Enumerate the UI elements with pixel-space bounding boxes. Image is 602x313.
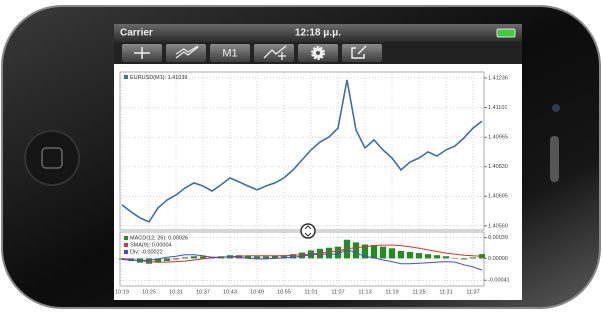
- home-button[interactable]: [25, 131, 79, 185]
- macd-bar: [398, 251, 404, 258]
- battery: [497, 29, 515, 37]
- legend-swatch: [124, 250, 128, 254]
- legend-label: Div: -0.00022: [130, 249, 163, 255]
- macd-bar: [191, 256, 197, 258]
- settings-icon-hole: [316, 51, 320, 55]
- x-tick-label: 10:55: [277, 289, 291, 295]
- objects-button[interactable]: [254, 44, 294, 62]
- price-panel: [120, 72, 484, 230]
- legend-swatch: [124, 236, 128, 240]
- macd-bar: [470, 257, 476, 258]
- legend-swatch: [124, 243, 128, 247]
- x-tick-label: 11:25: [412, 289, 425, 295]
- x-tick-label: 11:07: [331, 289, 344, 295]
- macd-bar: [452, 258, 458, 259]
- macd-bar: [434, 255, 440, 258]
- legend-swatch: [124, 75, 128, 79]
- x-tick-label: 11:13: [358, 289, 371, 295]
- macd-bar: [182, 257, 188, 258]
- macd-bar: [389, 248, 395, 258]
- legend-label: SMA(9): 0.00004: [130, 242, 172, 248]
- macd-bar: [173, 258, 179, 259]
- order-button[interactable]: [342, 44, 382, 62]
- x-tick-label: 10:31: [169, 289, 183, 295]
- x-tick-label: 10:37: [196, 289, 210, 295]
- x-tick-label: 11:31: [439, 289, 452, 295]
- chart-title: EURUSD(M1): 1.41039: [130, 75, 187, 81]
- y-tick-label: 1.40695: [488, 194, 508, 200]
- x-tick-label: 11:01: [304, 289, 317, 295]
- macd-bar: [254, 256, 260, 258]
- carrier: Carrier: [120, 28, 153, 39]
- y-tick-label: 1.41101: [488, 105, 507, 111]
- macd-bar: [380, 247, 386, 259]
- x-tick-label: 11:19: [385, 289, 398, 295]
- y-tick-label: 0.00039: [488, 235, 508, 241]
- macd-bar: [371, 245, 377, 258]
- legend-label: MACD(12, 26): 0.00026: [130, 235, 188, 241]
- page: Carrier 12:18 μ.μ. M1 10:19 10:25 10:31 10:…: [0, 0, 602, 313]
- y-tick-label: -0.00041: [488, 278, 510, 284]
- x-tick-label: 10:25: [142, 289, 156, 295]
- y-tick-label: 1.40560: [488, 223, 508, 229]
- x-tick-label: 10:49: [250, 289, 264, 295]
- macd-bar: [425, 254, 431, 258]
- y-tick-label: 0.00000: [488, 256, 508, 262]
- macd-bar: [263, 256, 269, 258]
- speaker: [550, 136, 559, 182]
- x-tick-label: 10:43: [223, 289, 237, 295]
- macd-bar: [407, 252, 413, 258]
- x-tick-label: 11:37: [466, 289, 479, 295]
- x-tick-label: 10:19: [115, 289, 129, 295]
- y-tick-label: 1.41236: [488, 75, 508, 81]
- macd-bar: [443, 256, 449, 258]
- y-tick-label: 1.40965: [488, 135, 508, 141]
- device: Carrier 12:18 μ.μ. M1 10:19 10:25 10:31 10:…: [0, 0, 602, 313]
- clock: 12:18 μ.μ.: [295, 28, 341, 39]
- macd-bar: [164, 258, 170, 261]
- macd-bar: [461, 258, 467, 259]
- y-tick-label: 1.40830: [488, 164, 508, 170]
- macd-bar: [353, 242, 359, 258]
- macd-bar: [326, 248, 332, 259]
- timeframe-label: M1: [222, 47, 237, 59]
- camera: [552, 104, 560, 112]
- macd-bar: [416, 253, 422, 258]
